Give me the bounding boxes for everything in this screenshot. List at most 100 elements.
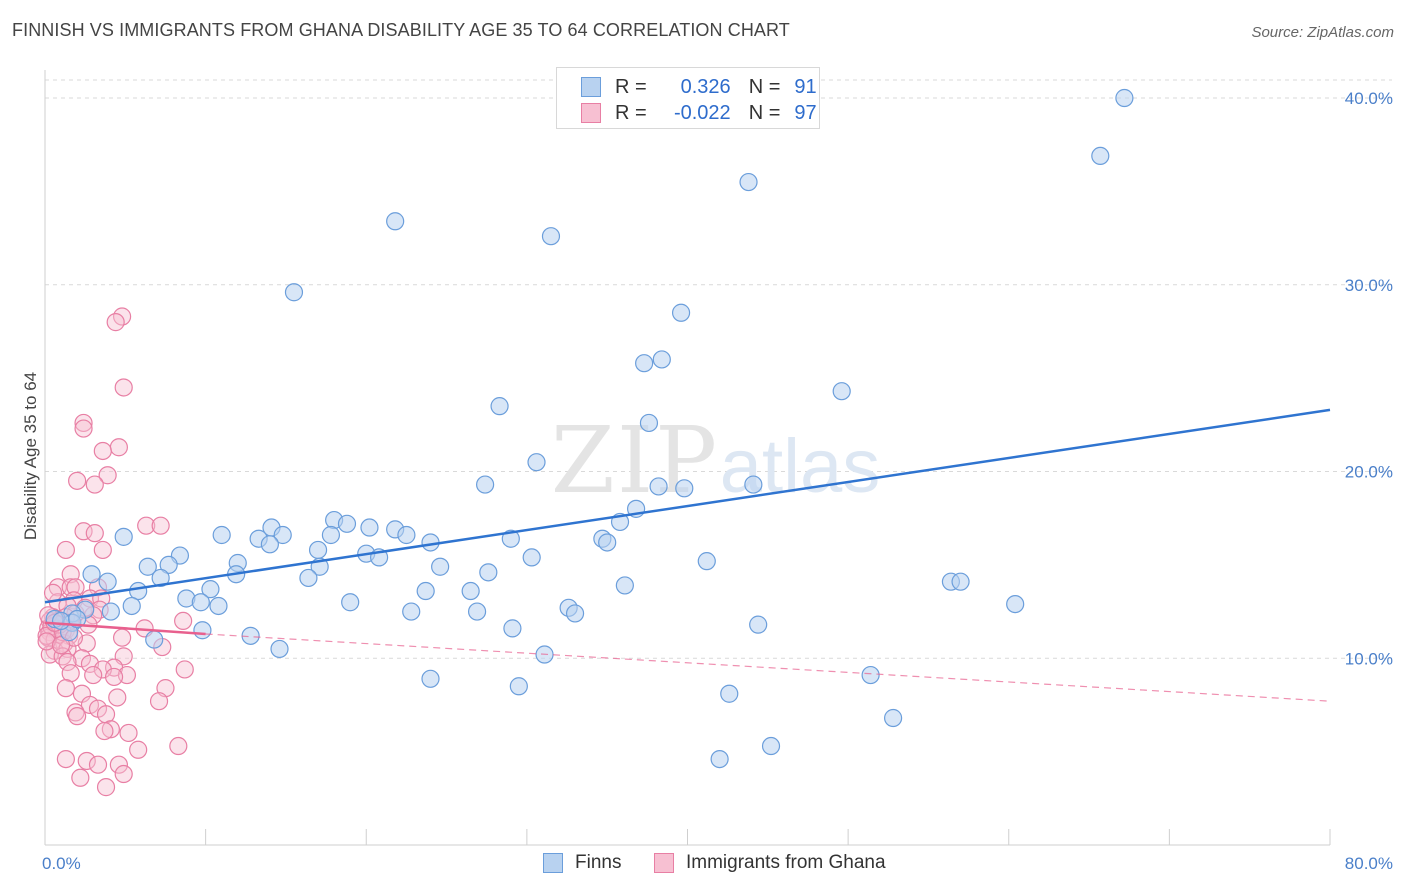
finns-point <box>639 413 659 433</box>
y-tick-label: 20.0% <box>1345 463 1393 482</box>
ghana-point <box>51 636 71 655</box>
finns-point <box>565 604 585 623</box>
legend-ghana-n: 97 <box>794 101 817 124</box>
ghana-point <box>169 736 188 756</box>
finns-point <box>635 354 654 373</box>
legend-r-label: R = <box>615 101 647 124</box>
ghana-point <box>85 524 104 543</box>
trend-lines <box>44 408 1331 702</box>
x-tick-label: 80.0% <box>1345 854 1393 873</box>
finns-point <box>321 525 341 545</box>
ghana-point <box>98 466 117 485</box>
finns-point <box>386 212 405 231</box>
series-legend: Finns Immigrants from Ghana <box>0 852 1406 878</box>
finns-point <box>337 514 357 533</box>
ghana-point <box>48 578 67 597</box>
ghana-point <box>108 688 127 707</box>
finns-point <box>308 540 328 560</box>
finns-point <box>122 596 141 616</box>
finns-point <box>341 593 360 612</box>
finns-point <box>397 525 416 545</box>
finns-point <box>82 565 101 584</box>
legend-ghana-label: Immigrants from Ghana <box>686 852 886 873</box>
finns-point <box>98 572 117 591</box>
ghana-point <box>175 660 194 679</box>
ghana-point <box>77 751 96 771</box>
finns-point <box>744 475 763 494</box>
finns-point <box>1091 146 1110 166</box>
legend-finns-r: 0.326 <box>680 75 731 98</box>
finns-point <box>720 684 739 703</box>
legend-n-label: N = <box>748 75 781 98</box>
finns-point <box>360 518 379 537</box>
finns-point <box>951 572 970 591</box>
ghana-point <box>114 764 133 784</box>
finns-point <box>490 397 509 416</box>
finns-point <box>201 580 220 599</box>
legend-finns-label: Finns <box>575 852 622 873</box>
finns-swatch <box>581 77 601 97</box>
finns-point <box>212 525 231 545</box>
finns-trendline <box>44 408 1331 604</box>
ghana-point <box>101 720 120 739</box>
ghana-swatch <box>654 853 674 873</box>
finns-point <box>467 602 487 621</box>
ghana-point <box>58 652 77 672</box>
finns-point <box>416 581 435 601</box>
finns-point <box>273 525 292 545</box>
axes <box>44 70 1331 846</box>
legend-item-finns[interactable]: Finns <box>543 852 621 874</box>
finns-point <box>761 736 781 756</box>
watermark-zip: ZIP <box>551 407 719 514</box>
ghana-point <box>96 778 116 797</box>
ghana-point <box>74 413 93 433</box>
finns-point <box>159 555 178 574</box>
finns-point <box>270 639 289 659</box>
ghana-point <box>106 313 125 332</box>
zipatlas-watermark: ZIP atlas <box>551 407 880 514</box>
finns-point <box>501 529 520 548</box>
y-tick-labels: 10.0% 20.0% 30.0% 40.0% <box>1345 89 1393 668</box>
ghana-point <box>56 540 75 560</box>
finns-point <box>191 593 210 612</box>
ghana-point <box>129 740 148 759</box>
finns-point <box>299 568 318 588</box>
finns-point <box>615 576 634 595</box>
finns-point <box>883 708 903 728</box>
ghana-point <box>84 665 103 685</box>
ghana-point <box>114 378 133 397</box>
ghana-point <box>68 471 87 490</box>
finns-point <box>51 611 71 631</box>
ghana-point <box>56 749 75 769</box>
legend-finns-n: 91 <box>794 75 817 98</box>
ghana-swatch <box>581 103 601 123</box>
legend-row-ghana: R = -0.022 N = 97 <box>581 100 817 126</box>
finns-point <box>675 479 694 498</box>
finns-point <box>503 619 522 638</box>
y-tick-label: 40.0% <box>1345 89 1393 108</box>
ghana-point <box>112 628 132 647</box>
chart-title: FINNISH VS IMMIGRANTS FROM GHANA DISABIL… <box>12 20 790 40</box>
finns-point <box>649 477 668 496</box>
finns-point <box>284 283 304 302</box>
finns-point <box>138 557 157 576</box>
finns-point <box>522 548 541 567</box>
ghana-trendline-dashed <box>205 633 1331 702</box>
finns-point <box>527 453 546 472</box>
ghana-point <box>119 723 138 743</box>
finns-swatch <box>543 853 563 873</box>
finns-point <box>861 665 880 685</box>
ghana-point <box>88 755 108 774</box>
legend-item-ghana[interactable]: Immigrants from Ghana <box>654 852 886 874</box>
ghana-point <box>151 516 170 535</box>
finns-point <box>151 568 170 588</box>
legend-r-label: R = <box>615 75 647 98</box>
finns-point <box>652 350 671 369</box>
ghana-point <box>37 632 56 651</box>
finns-point <box>461 581 480 601</box>
finns-point <box>749 615 768 634</box>
finns-point <box>710 749 729 769</box>
finns-point <box>479 563 498 582</box>
finns-point <box>209 596 228 616</box>
